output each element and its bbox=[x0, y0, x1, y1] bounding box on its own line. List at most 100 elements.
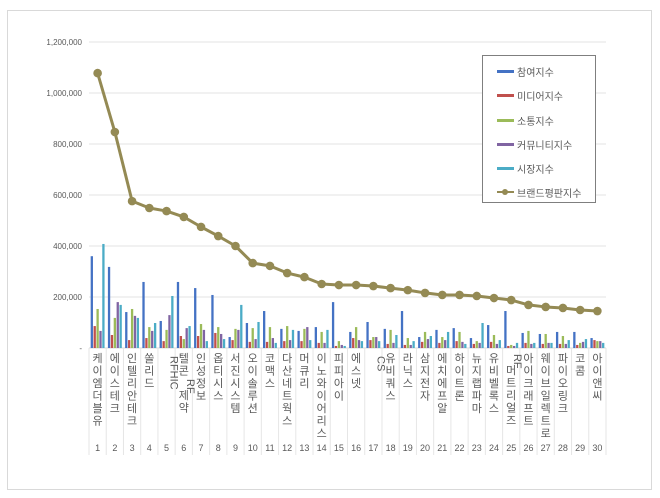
svg-text:티: 티 bbox=[213, 365, 223, 378]
legend-swatch-icon bbox=[497, 69, 514, 73]
svg-text:넷: 넷 bbox=[351, 377, 361, 390]
bar bbox=[426, 339, 430, 348]
bar bbox=[257, 321, 260, 348]
bar bbox=[168, 315, 171, 348]
line-marker bbox=[403, 285, 413, 295]
line-marker bbox=[575, 305, 585, 315]
svg-text:테: 테 bbox=[127, 402, 137, 415]
bar bbox=[102, 243, 105, 348]
svg-text:이: 이 bbox=[317, 352, 327, 365]
svg-text:마: 마 bbox=[472, 402, 482, 415]
line-marker bbox=[558, 303, 568, 313]
category-number: 5 bbox=[164, 443, 169, 453]
line-marker bbox=[282, 268, 292, 278]
category-number: 22 bbox=[455, 443, 465, 453]
category-number: 4 bbox=[147, 443, 152, 453]
svg-text:약: 약 bbox=[179, 401, 189, 415]
legend-swatch-icon bbox=[497, 118, 514, 122]
bar bbox=[340, 344, 343, 348]
svg-text:벨: 벨 bbox=[489, 377, 499, 390]
bar bbox=[409, 344, 412, 348]
bar bbox=[337, 341, 341, 348]
bar bbox=[418, 337, 421, 348]
bar bbox=[133, 315, 137, 348]
bar bbox=[492, 334, 496, 348]
svg-text:유: 유 bbox=[386, 352, 396, 365]
svg-text:치: 치 bbox=[437, 365, 447, 378]
bar bbox=[265, 341, 269, 348]
bar bbox=[383, 328, 386, 348]
svg-text:오: 오 bbox=[558, 378, 568, 390]
svg-text:네: 네 bbox=[282, 377, 292, 390]
bar bbox=[251, 328, 254, 348]
line-marker bbox=[317, 279, 326, 289]
bar bbox=[504, 311, 507, 348]
bar bbox=[188, 326, 191, 348]
svg-text:머: 머 bbox=[506, 364, 516, 377]
category-number: 11 bbox=[265, 443, 274, 453]
svg-text:이: 이 bbox=[110, 365, 120, 378]
svg-text:이: 이 bbox=[334, 390, 344, 403]
bar bbox=[331, 302, 335, 348]
bar bbox=[306, 327, 309, 348]
bar bbox=[271, 338, 274, 348]
bar bbox=[423, 331, 427, 348]
bar bbox=[547, 342, 550, 348]
bar bbox=[469, 338, 473, 348]
svg-text:콘: 콘 bbox=[179, 366, 189, 378]
svg-text:케: 케 bbox=[93, 352, 103, 365]
bar bbox=[561, 336, 565, 348]
category-number: 13 bbox=[299, 443, 309, 453]
svg-text:알: 알 bbox=[437, 401, 447, 415]
svg-text:씨: 씨 bbox=[592, 391, 602, 403]
bar bbox=[369, 340, 372, 348]
y-tick-label: 600,000 bbox=[53, 191, 82, 200]
svg-text:서: 서 bbox=[230, 352, 240, 365]
bar bbox=[389, 329, 392, 348]
svg-text:리: 리 bbox=[127, 377, 137, 390]
bar bbox=[412, 341, 415, 348]
bar bbox=[452, 328, 455, 348]
svg-text:쿼: 쿼 bbox=[386, 377, 396, 390]
bar bbox=[231, 340, 234, 348]
svg-text:블: 블 bbox=[93, 402, 103, 415]
svg-text:어: 어 bbox=[317, 402, 327, 415]
y-tick-label: 800,000 bbox=[53, 140, 82, 149]
svg-text:아: 아 bbox=[592, 352, 602, 365]
bar bbox=[435, 329, 438, 348]
svg-text:노: 노 bbox=[317, 366, 327, 378]
bar bbox=[99, 330, 102, 348]
bar bbox=[498, 340, 501, 348]
bar bbox=[544, 333, 547, 348]
svg-text:코: 코 bbox=[265, 353, 275, 365]
bar bbox=[283, 341, 286, 348]
svg-text:프: 프 bbox=[523, 403, 533, 415]
line-series-brand-reputation bbox=[93, 68, 602, 316]
bar bbox=[573, 331, 576, 348]
y-tick-label: 1,200,000 bbox=[46, 38, 82, 47]
svg-text:큐: 큐 bbox=[299, 366, 309, 378]
category-number: 27 bbox=[541, 443, 551, 453]
svg-text:즈: 즈 bbox=[506, 415, 516, 427]
bar bbox=[567, 340, 570, 348]
svg-text:록: 록 bbox=[489, 390, 499, 403]
svg-text:보: 보 bbox=[196, 390, 206, 403]
bar bbox=[214, 332, 217, 348]
line-marker bbox=[455, 290, 464, 300]
svg-text:이: 이 bbox=[317, 390, 327, 403]
svg-text:션: 션 bbox=[248, 402, 258, 415]
line-marker bbox=[437, 290, 447, 300]
bar bbox=[159, 320, 162, 348]
bar bbox=[171, 295, 174, 348]
bar bbox=[303, 328, 306, 348]
bar bbox=[130, 308, 134, 348]
